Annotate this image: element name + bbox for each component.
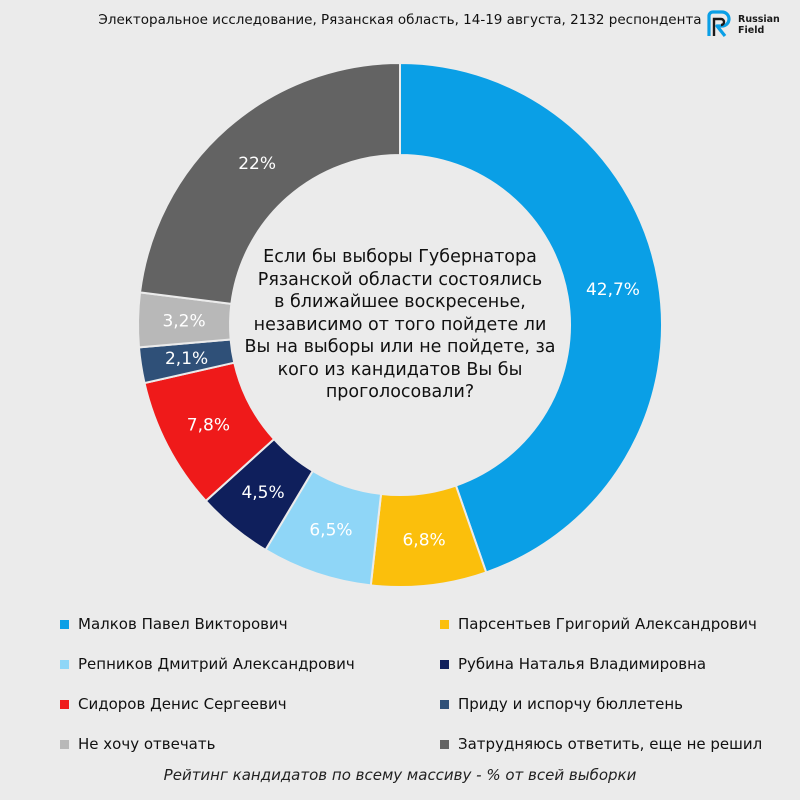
chart-title: Электоральное исследование, Рязанская об… (98, 12, 702, 28)
slice-value-label-0: 42,7% (586, 280, 640, 300)
russian-field-logo-icon (707, 10, 731, 37)
slice-value-label-1: 6,8% (402, 531, 445, 551)
slice-value-label-6: 3,2% (162, 312, 205, 332)
donut-slice-7 (138, 61, 401, 305)
slice-value-label-2: 6,5% (309, 521, 352, 541)
center-question-line: независимо от того пойдете ли (253, 314, 547, 335)
center-question-line: проголосовали? (325, 382, 475, 402)
donut-slice-0 (399, 61, 663, 574)
center-question-line: Вы на выборы или не пойдете, за (244, 337, 556, 357)
center-question-line: в ближайшее воскресенье, (274, 292, 526, 312)
slice-value-label-5: 2,1% (165, 349, 208, 369)
footer-note: Рейтинг кандидатов по всему массиву - % … (163, 766, 637, 784)
center-question-line: Если бы выборы Губернатора (263, 247, 537, 267)
center-question-line: кого из кандидатов Вы бы (277, 359, 523, 380)
slice-value-label-3: 4,5% (241, 483, 284, 503)
logo-text-line1: Russian (738, 14, 780, 25)
brand-logo: Russian Field (706, 8, 796, 44)
center-question-line: Рязанской области состоялись (257, 269, 543, 290)
slice-value-label-4: 7,8% (187, 416, 230, 436)
slice-value-label-7: 22% (238, 154, 276, 174)
logo-text: Russian Field (738, 14, 780, 36)
logo-text-line2: Field (738, 25, 765, 36)
center-question: Если бы выборы Губернатора Рязанской обла… (244, 246, 556, 404)
